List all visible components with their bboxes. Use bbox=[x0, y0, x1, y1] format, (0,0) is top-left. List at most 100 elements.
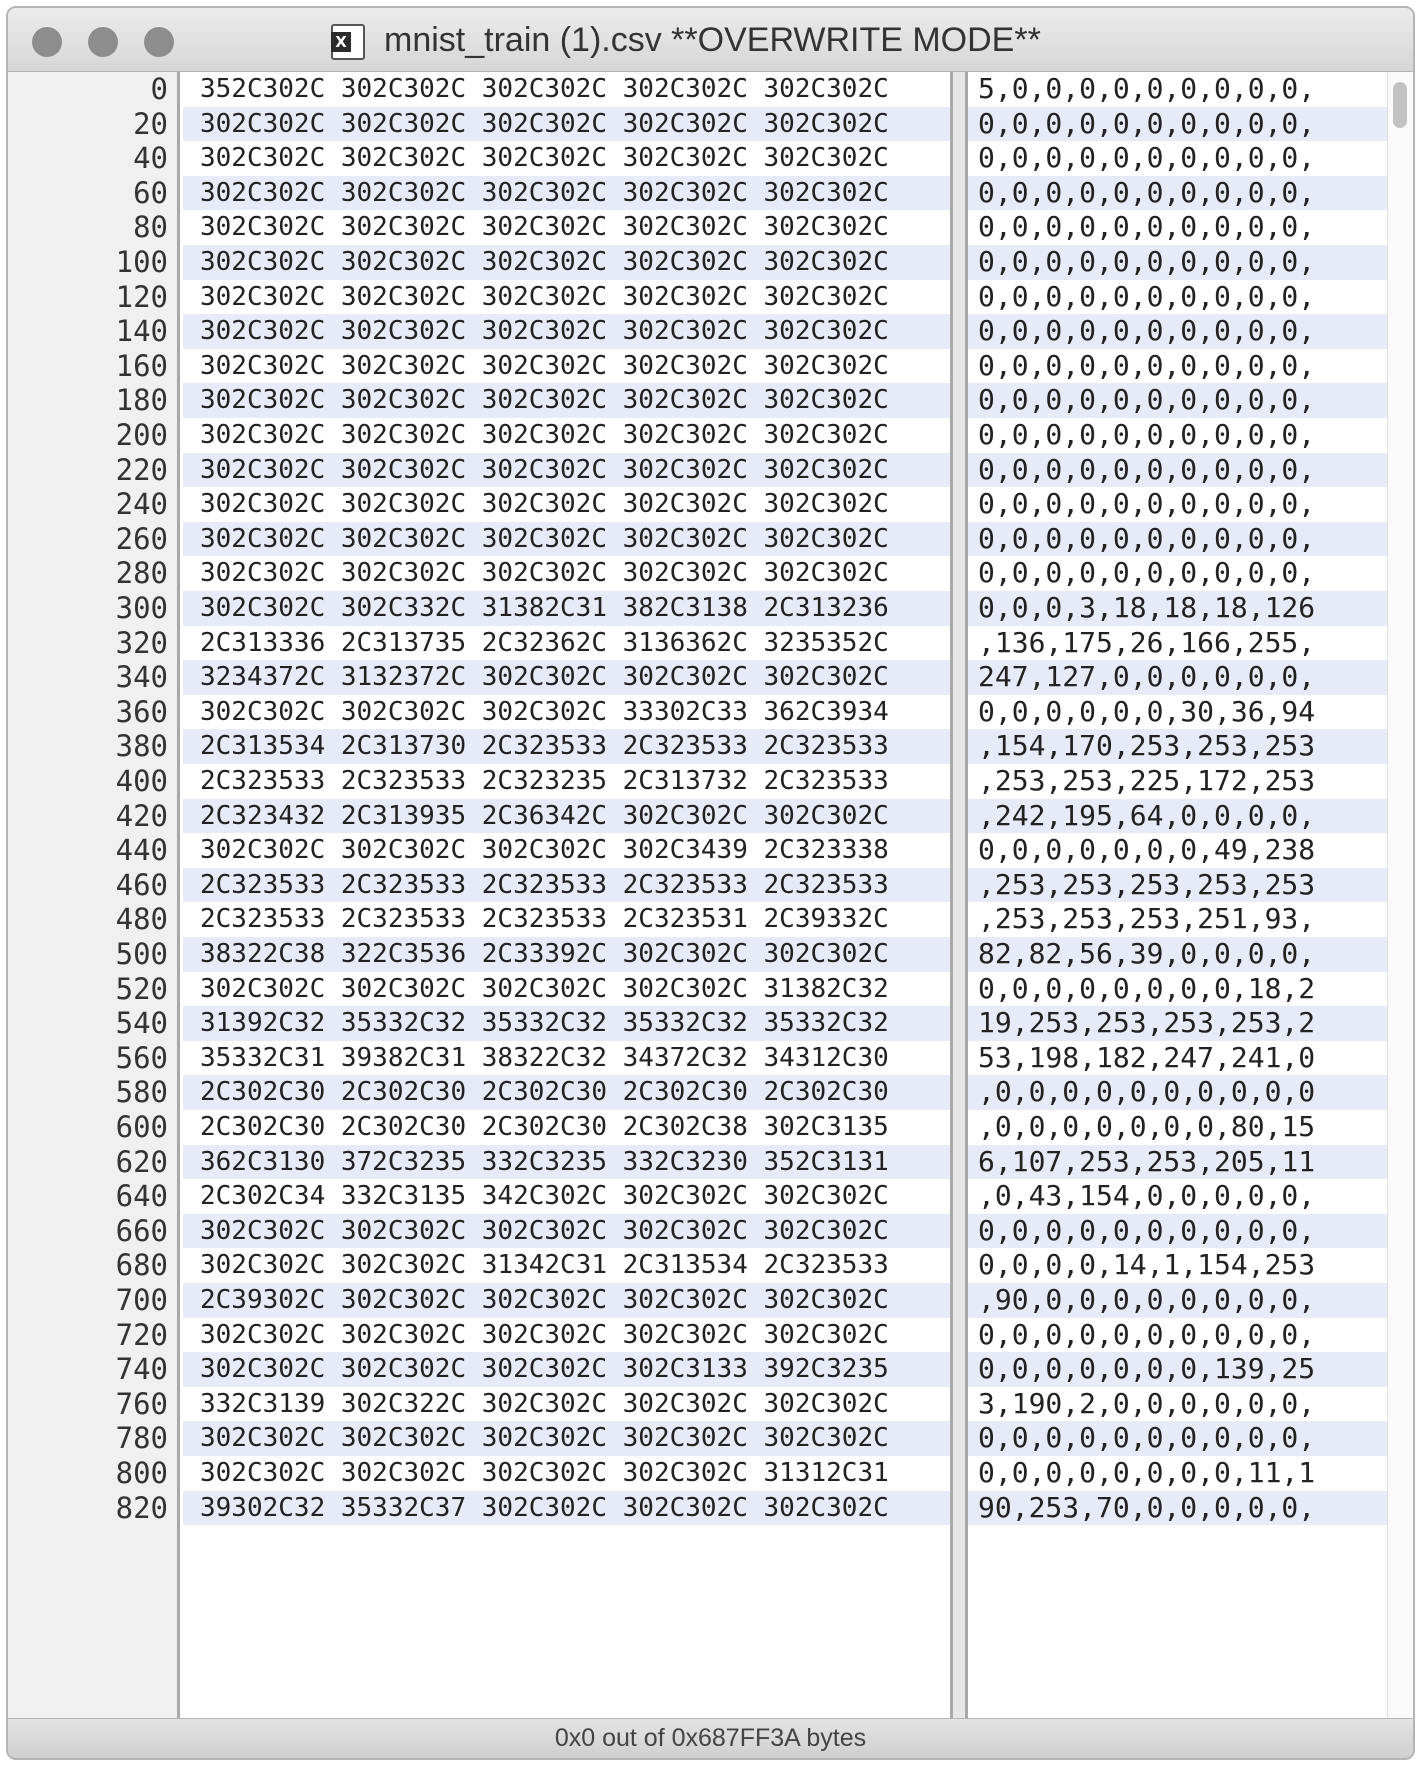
row-text[interactable]: 0,0,0,0,0,0,0,0,0,0, bbox=[978, 279, 1316, 313]
close-window-button[interactable] bbox=[32, 27, 62, 57]
hex-row[interactable]: 660 302C302C 302C302C 302C302C 302C302C 3… bbox=[8, 1213, 1413, 1249]
hex-row[interactable]: 720 302C302C 302C302C 302C302C 302C302C 3… bbox=[8, 1318, 1413, 1353]
row-text[interactable]: 0,0,0,0,0,0,0,49,238 bbox=[978, 833, 1316, 867]
row-hex-bytes[interactable]: 2C323533 2C323533 2C323533 2C323531 2C39… bbox=[200, 904, 889, 935]
row-text[interactable]: 0,0,0,0,0,0,0,0,11,1 bbox=[978, 1456, 1316, 1489]
row-hex-bytes[interactable]: 362C3130 372C3235 332C3235 332C3230 352C… bbox=[183, 1144, 950, 1180]
row-hex-bytes[interactable]: 302C302C 302C302C 302C302C 302C302C 302C… bbox=[200, 350, 889, 381]
hex-row[interactable]: 580 2C302C30 2C302C30 2C302C30 2C302C30 2… bbox=[8, 1075, 1413, 1110]
hex-row[interactable]: 820 39302C32 35332C37 302C302C 302C302C 3… bbox=[8, 1490, 1413, 1526]
row-text[interactable]: 82,82,56,39,0,0,0,0, bbox=[968, 937, 1387, 972]
row-text[interactable]: 0,0,0,0,0,0,0,0,0,0, bbox=[968, 521, 1387, 557]
hex-row[interactable]: 620 362C3130 372C3235 332C3235 332C3230 3… bbox=[8, 1144, 1413, 1180]
hex-row[interactable]: 520 302C302C 302C302C 302C302C 302C302C 3… bbox=[8, 972, 1413, 1007]
row-text[interactable]: 0,0,0,0,0,0,0,139,25 bbox=[968, 1352, 1387, 1387]
row-hex-bytes[interactable]: 302C302C 302C302C 302C302C 302C302C 302C… bbox=[200, 281, 889, 312]
row-text[interactable]: 19,253,253,253,253,2 bbox=[968, 1006, 1387, 1041]
row-text[interactable]: 3,190,2,0,0,0,0,0,0, bbox=[978, 1386, 1316, 1420]
row-hex-bytes[interactable]: 332C3139 302C322C 302C302C 302C302C 302C… bbox=[200, 1388, 889, 1419]
row-text[interactable]: 6,107,253,253,205,11 bbox=[968, 1144, 1387, 1180]
minimize-window-button[interactable] bbox=[88, 27, 118, 57]
hex-row[interactable]: 100 302C302C 302C302C 302C302C 302C302C 3… bbox=[8, 245, 1413, 280]
row-hex-bytes[interactable]: 352C302C 302C302C 302C302C 302C302C 302C… bbox=[200, 74, 889, 104]
vertical-scrollbar[interactable] bbox=[1387, 72, 1413, 1722]
row-hex-bytes[interactable]: 38322C38 322C3536 2C33392C 302C302C 302C… bbox=[183, 937, 950, 972]
row-text[interactable]: 0,0,0,0,0,0,0,0,0,0, bbox=[968, 245, 1387, 280]
row-hex-bytes[interactable]: 2C313534 2C313730 2C323533 2C323533 2C32… bbox=[183, 729, 950, 764]
row-hex-bytes[interactable]: 302C302C 302C302C 302C302C 302C302C 302C… bbox=[183, 245, 950, 280]
row-text[interactable]: ,136,175,26,166,255, bbox=[978, 625, 1316, 659]
hex-row[interactable]: 200 302C302C 302C302C 302C302C 302C302C 3… bbox=[8, 418, 1413, 453]
row-hex-bytes[interactable]: 302C302C 302C302C 302C302C 302C302C 302C… bbox=[200, 143, 889, 174]
row-text[interactable]: 0,0,0,0,0,0,0,0,0,0, bbox=[978, 141, 1316, 175]
hex-row[interactable]: 540 31392C32 35332C32 35332C32 35332C32 3… bbox=[8, 1006, 1413, 1041]
row-hex-bytes[interactable]: 302C302C 302C302C 302C302C 33302C33 362C… bbox=[200, 696, 889, 727]
hex-row[interactable]: 300 302C302C 302C332C 31382C31 382C3138 2… bbox=[8, 591, 1413, 626]
row-hex-bytes[interactable]: 302C302C 302C302C 31342C31 2C313534 2C32… bbox=[200, 1250, 889, 1281]
row-text[interactable]: ,0,0,0,0,0,0,0,80,15 bbox=[978, 1110, 1316, 1143]
row-text[interactable]: ,0,43,154,0,0,0,0,0, bbox=[978, 1179, 1316, 1213]
row-text[interactable]: ,242,195,64,0,0,0,0, bbox=[968, 798, 1387, 834]
row-hex-bytes[interactable]: 2C39302C 302C302C 302C302C 302C302C 302C… bbox=[183, 1283, 950, 1318]
hex-row[interactable]: 260 302C302C 302C302C 302C302C 302C302C 3… bbox=[8, 521, 1413, 557]
hex-row[interactable]: 180 302C302C 302C302C 302C302C 302C302C 3… bbox=[8, 383, 1413, 418]
hex-row[interactable]: 780 302C302C 302C302C 302C302C 302C302C 3… bbox=[8, 1421, 1413, 1456]
title-bar[interactable]: X mnist_train (1).csv **OVERWRITE MODE** bbox=[8, 8, 1413, 72]
row-text[interactable]: ,253,253,253,251,93, bbox=[978, 902, 1316, 936]
row-text[interactable]: 0,0,0,0,0,0,0,0,0,0, bbox=[978, 487, 1316, 521]
row-hex-bytes[interactable]: 302C302C 302C302C 302C302C 302C302C 302C… bbox=[183, 1421, 950, 1456]
scrollbar-thumb[interactable] bbox=[1393, 82, 1407, 128]
hex-row[interactable]: 800 302C302C 302C302C 302C302C 302C302C 3… bbox=[8, 1456, 1413, 1491]
row-hex-bytes[interactable]: 31392C32 35332C32 35332C32 35332C32 3533… bbox=[183, 1006, 950, 1041]
row-hex-bytes[interactable]: 302C302C 302C302C 302C302C 302C302C 302C… bbox=[183, 452, 950, 488]
row-hex-bytes[interactable]: 302C302C 302C302C 302C302C 302C302C 302C… bbox=[200, 420, 889, 450]
row-hex-bytes[interactable]: 302C302C 302C302C 302C302C 302C302C 302C… bbox=[183, 521, 950, 557]
row-text[interactable]: 247,127,0,0,0,0,0,0, bbox=[968, 660, 1387, 695]
hex-row[interactable]: 40 302C302C 302C302C 302C302C 302C302C 30… bbox=[8, 141, 1413, 176]
row-text[interactable]: 0,0,0,0,0,0,0,0,0,0, bbox=[968, 1213, 1387, 1249]
hex-row[interactable]: 60 302C302C 302C302C 302C302C 302C302C 30… bbox=[8, 175, 1413, 211]
row-text[interactable]: ,154,170,253,253,253 bbox=[968, 729, 1387, 764]
row-hex-bytes[interactable]: 2C302C34 332C3135 342C302C 302C302C 302C… bbox=[200, 1181, 889, 1212]
hex-row[interactable]: 140 302C302C 302C302C 302C302C 302C302C 3… bbox=[8, 314, 1413, 349]
row-text[interactable]: 0,0,0,0,0,0,0,0,0,0, bbox=[968, 106, 1387, 142]
hex-row[interactable]: 240 302C302C 302C302C 302C302C 302C302C 3… bbox=[8, 487, 1413, 522]
hex-row[interactable]: 600 2C302C30 2C302C30 2C302C30 2C302C38 3… bbox=[8, 1110, 1413, 1145]
hex-row[interactable]: 320 2C313336 2C313735 2C32362C 3136362C 3… bbox=[8, 626, 1413, 661]
row-hex-bytes[interactable]: 2C302C30 2C302C30 2C302C30 2C302C38 302C… bbox=[200, 1112, 889, 1142]
row-hex-bytes[interactable]: 2C302C30 2C302C30 2C302C30 2C302C30 2C30… bbox=[183, 1075, 950, 1110]
row-text[interactable]: 0,0,0,0,0,0,0,0,0,0, bbox=[968, 314, 1387, 349]
row-hex-bytes[interactable]: 302C302C 302C302C 302C302C 302C302C 302C… bbox=[200, 558, 889, 589]
hex-row[interactable]: 400 2C323533 2C323533 2C323235 2C313732 2… bbox=[8, 764, 1413, 799]
row-text[interactable]: 0,0,0,0,0,0,0,0,0,0, bbox=[978, 418, 1316, 451]
hex-row[interactable]: 20 302C302C 302C302C 302C302C 302C302C 30… bbox=[8, 106, 1413, 142]
hex-row[interactable]: 740 302C302C 302C302C 302C302C 302C3133 3… bbox=[8, 1352, 1413, 1387]
row-text[interactable]: 0,0,0,3,18,18,18,126 bbox=[968, 591, 1387, 626]
row-hex-bytes[interactable]: 302C302C 302C302C 302C302C 302C302C 302C… bbox=[183, 175, 950, 211]
row-hex-bytes[interactable]: 2C313336 2C313735 2C32362C 3136362C 3235… bbox=[200, 627, 889, 658]
row-text[interactable]: 0,0,0,0,0,0,0,0,0,0, bbox=[978, 348, 1316, 382]
row-hex-bytes[interactable]: 302C302C 302C302C 302C302C 302C302C 302C… bbox=[200, 212, 889, 243]
row-text[interactable]: ,253,253,225,172,253 bbox=[978, 764, 1316, 797]
row-hex-bytes[interactable]: 302C302C 302C302C 302C302C 302C3133 392C… bbox=[183, 1352, 950, 1387]
hex-row[interactable]: 0 352C302C 302C302C 302C302C 302C302C 302… bbox=[8, 72, 1413, 107]
hex-row[interactable]: 460 2C323533 2C323533 2C323533 2C323533 2… bbox=[8, 867, 1413, 903]
hex-row[interactable]: 700 2C39302C 302C302C 302C302C 302C302C 3… bbox=[8, 1283, 1413, 1318]
row-text[interactable]: 0,0,0,0,0,0,0,0,0,0, bbox=[978, 1317, 1316, 1351]
row-hex-bytes[interactable]: 302C302C 302C302C 302C302C 302C3439 2C32… bbox=[200, 835, 889, 866]
hex-row[interactable]: 760 332C3139 302C322C 302C302C 302C302C 3… bbox=[8, 1387, 1413, 1422]
hex-row[interactable]: 560 35332C31 39382C31 38322C32 34372C32 3… bbox=[8, 1041, 1413, 1076]
hex-row[interactable]: 380 2C313534 2C313730 2C323533 2C323533 2… bbox=[8, 729, 1413, 764]
row-text[interactable]: 0,0,0,0,0,0,30,36,94 bbox=[978, 694, 1316, 728]
row-hex-bytes[interactable]: 302C302C 302C302C 302C302C 302C302C 3131… bbox=[200, 1458, 889, 1488]
hex-row[interactable]: 160 302C302C 302C302C 302C302C 302C302C 3… bbox=[8, 349, 1413, 384]
row-hex-bytes[interactable]: 302C302C 302C302C 302C302C 302C302C 302C… bbox=[183, 1213, 950, 1249]
row-text[interactable]: 0,0,0,0,14,1,154,253 bbox=[978, 1248, 1316, 1282]
row-text[interactable]: 0,0,0,0,0,0,0,0,0,0, bbox=[978, 556, 1316, 590]
row-hex-bytes[interactable]: 2C323432 2C313935 2C36342C 302C302C 302C… bbox=[183, 798, 950, 834]
row-text[interactable]: 5,0,0,0,0,0,0,0,0,0, bbox=[978, 72, 1316, 105]
row-text[interactable]: 0,0,0,0,0,0,0,0,0,0, bbox=[978, 210, 1316, 244]
row-text[interactable]: ,0,0,0,0,0,0,0,0,0,0 bbox=[968, 1075, 1387, 1110]
hex-row[interactable]: 220 302C302C 302C302C 302C302C 302C302C 3… bbox=[8, 452, 1413, 488]
row-hex-bytes[interactable]: 302C302C 302C302C 302C302C 302C302C 3138… bbox=[200, 973, 889, 1004]
